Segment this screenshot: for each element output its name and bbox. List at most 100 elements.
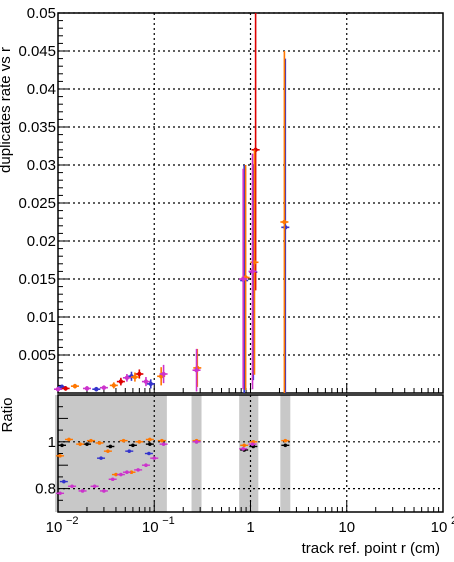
top-data-point xyxy=(72,383,78,389)
top-panel-frame xyxy=(57,12,444,394)
top-data-point xyxy=(124,375,130,380)
x-tick-label: 10 xyxy=(338,519,355,536)
ratio-data-point xyxy=(194,440,199,444)
top-y-tick-label: 0.05 xyxy=(27,5,56,22)
top-y-tick-label: 0.035 xyxy=(18,119,56,136)
x-tick-base: 10 xyxy=(338,519,355,536)
uncertainty-band xyxy=(77,395,88,512)
ratio-y-tick-label: 1 xyxy=(48,434,56,451)
ratio-data-point xyxy=(78,442,82,446)
x-tick-base: 10 xyxy=(46,519,63,536)
ratio-data-point xyxy=(241,447,246,451)
top-data-point xyxy=(94,387,99,392)
tick-labels: 0.005 0.01 0.015 0.02 0.025 0.03 0.035 0.04 0.04… xyxy=(18,5,454,536)
ratio-data-point xyxy=(121,438,126,443)
ratio-data-point xyxy=(283,443,288,448)
top-data-point xyxy=(252,260,257,265)
ratio-data-point xyxy=(106,449,110,453)
uncertainty-band xyxy=(69,395,80,512)
top-data-point xyxy=(118,379,124,384)
uncertainty-band xyxy=(134,395,145,512)
x-tick-label: 10 −1 xyxy=(142,515,175,536)
ratio-data-point xyxy=(127,449,132,453)
top-data-point xyxy=(282,219,287,225)
top-data-point xyxy=(55,387,61,392)
ratio-data-point xyxy=(137,440,142,444)
x-tick-exponent: 2 xyxy=(451,515,454,527)
uncertainty-band xyxy=(126,395,137,512)
ratio-data-point xyxy=(114,472,118,477)
top-y-tick-label: 0.025 xyxy=(18,195,56,212)
ratio-y-tick-label: 0.8 xyxy=(35,481,56,498)
uncertainty-band xyxy=(110,395,121,512)
uncertainty-band xyxy=(102,395,113,512)
ratio-data-point xyxy=(152,456,157,460)
top-y-tick-label: 0.015 xyxy=(18,271,56,288)
ratio-data-point xyxy=(102,489,106,493)
ratio-data-point xyxy=(80,489,85,493)
ratio-data-point xyxy=(97,441,102,445)
top-y-tick-label: 0.01 xyxy=(27,309,56,326)
ratio-y-axis-title: Ratio xyxy=(0,397,16,432)
ratio-data-point xyxy=(62,479,66,484)
top-y-tick-label: 0.03 xyxy=(27,157,56,174)
ratio-data-point xyxy=(148,437,152,442)
ratio-data-point xyxy=(136,468,140,472)
uncertainty-band xyxy=(191,395,202,512)
ratio-data-point xyxy=(99,456,103,460)
top-data-point xyxy=(161,371,166,377)
x-tick-label: 10 −2 xyxy=(46,515,79,536)
uncertainty-band xyxy=(85,395,96,512)
ratio-data-point xyxy=(108,444,113,449)
ratio-data-point xyxy=(131,443,135,448)
uncertainty-band xyxy=(62,395,73,512)
x-axis-title: track ref. point r (cm) xyxy=(302,540,440,557)
ratio-data-point xyxy=(129,470,134,475)
ratio-data-point xyxy=(250,442,255,446)
uncertainty-band xyxy=(248,395,259,512)
x-tick-exponent: −1 xyxy=(162,515,175,527)
top-data-point xyxy=(63,386,68,391)
uncertainty-band xyxy=(280,395,291,512)
x-tick-exponent: −2 xyxy=(66,515,79,527)
uncertainty-band xyxy=(149,395,160,512)
uncertainty-band xyxy=(156,395,167,512)
data-points xyxy=(54,13,290,496)
ratio-data-point xyxy=(85,442,89,446)
top-y-tick-label: 0.045 xyxy=(18,43,56,60)
ratio-data-point xyxy=(60,443,64,448)
top-y-tick-label: 0.02 xyxy=(27,233,56,250)
x-tick-base: 10 xyxy=(431,519,448,536)
ratio-data-point xyxy=(119,472,123,477)
top-data-point xyxy=(148,381,153,387)
ratio-data-point xyxy=(67,437,71,442)
uncertainty-band xyxy=(239,395,250,512)
x-tick-base: 10 xyxy=(142,519,159,536)
top-y-axis-title: duplicates rate vs r xyxy=(0,47,14,173)
ratio-data-point xyxy=(110,477,115,482)
top-data-point xyxy=(111,383,117,388)
top-data-point xyxy=(132,374,138,380)
ratio-data-point xyxy=(144,463,148,468)
ratio-data-point xyxy=(242,443,246,448)
x-tick-label: 1 xyxy=(246,519,254,536)
top-data-point xyxy=(194,368,199,373)
ratio-data-point xyxy=(148,442,152,446)
top-data-point xyxy=(143,379,149,384)
ratio-data-point xyxy=(125,470,129,475)
ratio-data-point xyxy=(283,438,288,443)
x-tick-base: 1 xyxy=(246,519,254,536)
top-y-tick-label: 0.04 xyxy=(27,81,56,98)
ratio-data-point xyxy=(58,491,62,496)
uncertainty-band xyxy=(118,395,129,512)
ratio-data-point xyxy=(89,438,93,443)
top-data-point xyxy=(250,269,255,274)
top-data-point xyxy=(241,276,246,282)
top-y-tick-label: 0.005 xyxy=(18,347,56,364)
x-tick-label: 102 xyxy=(431,515,454,536)
top-data-point xyxy=(84,386,90,391)
ratio-data-point xyxy=(70,484,74,489)
uncertainty-bands xyxy=(55,395,291,512)
ratio-panel-frame xyxy=(57,394,444,513)
